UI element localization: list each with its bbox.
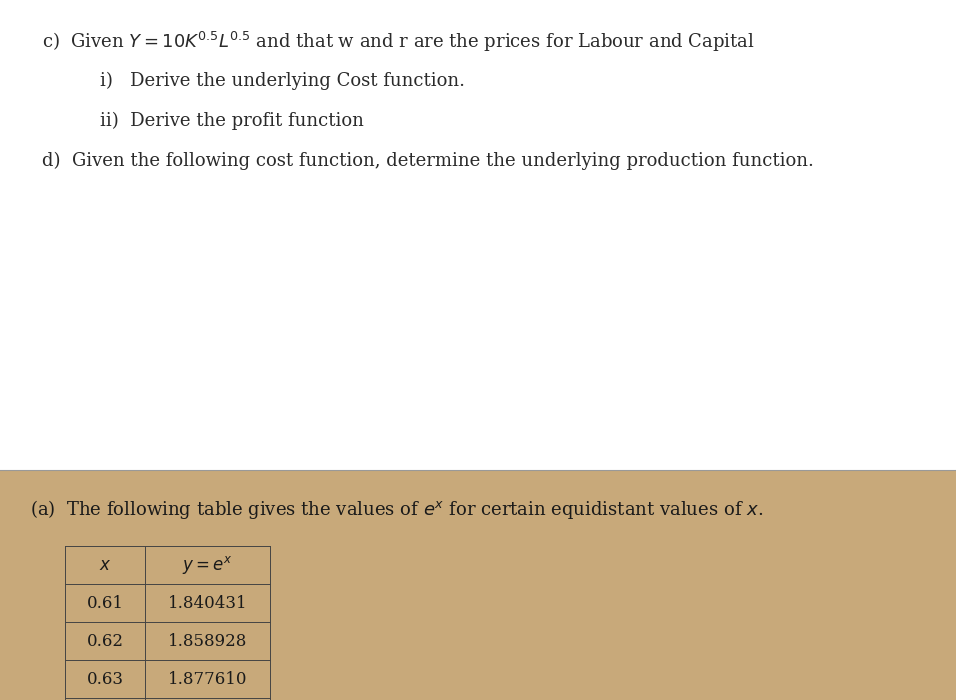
Text: $y = e^x$: $y = e^x$ <box>183 554 233 576</box>
Text: c)  Given $Y = 10K^{0.5}L^{0.5}$ and that w and r are the prices for Labour and : c) Given $Y = 10K^{0.5}L^{0.5}$ and that… <box>42 30 755 54</box>
Text: $x$: $x$ <box>98 557 111 574</box>
Text: 0.63: 0.63 <box>86 671 123 688</box>
Text: 0.62: 0.62 <box>86 633 123 650</box>
Text: 1.840431: 1.840431 <box>167 595 248 612</box>
Text: i)   Derive the underlying Cost function.: i) Derive the underlying Cost function. <box>100 72 465 90</box>
Text: d)  Given the following cost function, determine the underlying production funct: d) Given the following cost function, de… <box>42 152 814 170</box>
Text: 1.858928: 1.858928 <box>168 633 248 650</box>
Text: 0.61: 0.61 <box>86 595 123 612</box>
Text: ii)  Derive the profit function: ii) Derive the profit function <box>100 112 364 130</box>
Text: (a)  The following table gives the values of $e^x$ for certain equidistant value: (a) The following table gives the values… <box>30 498 763 522</box>
Bar <box>0 0 956 470</box>
Bar <box>0 470 956 700</box>
Text: 1.877610: 1.877610 <box>167 671 248 688</box>
